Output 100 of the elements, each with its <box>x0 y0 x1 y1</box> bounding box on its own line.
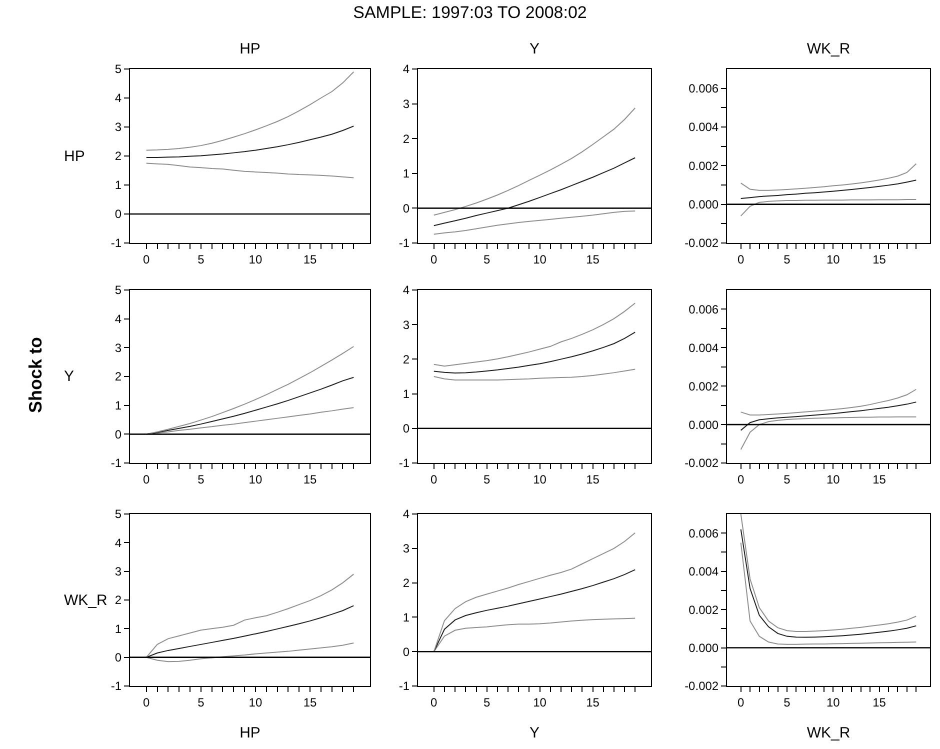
y-tick-label: 0 <box>402 644 410 659</box>
y-tick-label: -0.002 <box>684 679 719 694</box>
text: SAMPLE: 1997:03 TO 2008:02 <box>352 3 588 23</box>
x-tick-label: 10 <box>248 472 262 486</box>
y-tick-label: 5 <box>114 62 122 76</box>
y-tick-label: 4 <box>114 312 122 326</box>
x-tick-label: 0 <box>737 252 744 266</box>
y-tick-label: 3 <box>402 97 410 111</box>
y-tick-label: 2 <box>114 149 122 164</box>
x-tick-label: 5 <box>483 472 490 486</box>
y-tick-label: 5 <box>114 507 122 522</box>
y-tick-label: 0.006 <box>688 82 719 96</box>
y-tick-label: 5 <box>114 283 122 298</box>
line-series <box>433 302 636 367</box>
y-tick-label: 3 <box>402 318 410 332</box>
y-tick-label: -1 <box>398 456 410 470</box>
x-tick-label: 10 <box>826 252 840 266</box>
y-tick-label: -1 <box>110 679 122 694</box>
y-tick-label: 4 <box>402 62 410 76</box>
x-axis-title: Y <box>529 724 540 742</box>
y-tick-label: 0 <box>114 650 122 665</box>
x-tick-label: 10 <box>248 695 262 710</box>
y-tick-label: -0.002 <box>684 236 719 250</box>
y-tick-label: 2 <box>402 132 410 146</box>
line-series <box>433 107 636 216</box>
y-tick-label: 0.002 <box>688 158 719 173</box>
x-tick-label: 5 <box>784 695 791 710</box>
y-tick-label: 0.000 <box>688 640 719 655</box>
y-tick-label: 3 <box>114 120 122 134</box>
x-tick-label: 5 <box>483 252 490 266</box>
line-series <box>740 542 917 645</box>
chart-title: WK_R <box>806 40 850 58</box>
x-tick-label: 5 <box>784 472 791 486</box>
text: Shock to <box>26 336 46 414</box>
x-tick-label: 0 <box>430 472 438 486</box>
x-tick-label: 10 <box>533 695 547 710</box>
y-tick-label: 4 <box>402 283 410 298</box>
y-tick-label: 2 <box>114 370 122 384</box>
y-tick-label: 0 <box>114 427 122 442</box>
y-tick-label: 0.000 <box>688 198 719 212</box>
line-series <box>740 163 917 191</box>
y-tick-label: 1 <box>114 622 122 636</box>
y-tick-label: 0.000 <box>688 418 719 432</box>
x-tick-label: 10 <box>248 252 262 266</box>
x-tick-label: 15 <box>303 695 317 710</box>
line-series <box>740 416 917 450</box>
y-tick-label: -1 <box>398 236 410 250</box>
y-axis-title: WK_R <box>64 592 108 609</box>
y-tick-label: 1 <box>114 398 122 413</box>
y-tick-label: 2 <box>114 593 122 608</box>
line-series <box>146 605 354 658</box>
x-tick-label: 5 <box>198 252 205 266</box>
y-tick-label: 1 <box>402 166 410 181</box>
line-series <box>146 71 354 151</box>
x-tick-label: 15 <box>303 252 317 266</box>
x-tick-label: 5 <box>198 695 205 710</box>
y-tick-label: 1 <box>114 178 122 192</box>
x-tick-label: 0 <box>737 472 744 486</box>
y-tick-label: 4 <box>114 91 122 106</box>
x-tick-label: 10 <box>826 472 840 486</box>
x-tick-label: 15 <box>586 695 600 710</box>
line-series <box>740 199 917 216</box>
line-series <box>740 388 917 416</box>
y-tick-label: 4 <box>114 536 122 550</box>
x-tick-label: 15 <box>872 252 886 266</box>
line-series <box>146 126 354 158</box>
y-tick-label: 0.002 <box>688 379 719 394</box>
line-series <box>740 402 917 431</box>
y-tick-label: 0 <box>402 201 410 216</box>
y-tick-label: 0.004 <box>688 340 719 355</box>
line-series <box>433 368 636 380</box>
y-tick-label: 2 <box>402 576 410 590</box>
x-tick-label: 0 <box>430 252 438 266</box>
x-tick-label: 10 <box>826 695 840 710</box>
y-tick-label: 3 <box>114 340 122 355</box>
y-tick-label: 0 <box>114 207 122 222</box>
x-tick-label: 15 <box>586 252 600 266</box>
x-tick-label: 0 <box>143 472 150 486</box>
chart-title: HP <box>240 40 260 58</box>
y-tick-label: 2 <box>402 352 410 366</box>
x-tick-label: 10 <box>533 472 547 486</box>
x-tick-label: 5 <box>784 252 791 266</box>
y-tick-label: 3 <box>114 564 122 579</box>
x-tick-label: 15 <box>872 695 886 710</box>
y-tick-label: -0.002 <box>684 456 719 470</box>
x-tick-label: 0 <box>143 252 150 266</box>
line-series <box>433 210 636 235</box>
x-tick-label: 0 <box>430 695 438 710</box>
y-tick-label: 0.004 <box>688 564 719 579</box>
y-axis-title: HP <box>64 148 85 165</box>
y-tick-label: 4 <box>402 507 410 522</box>
x-tick-label: 15 <box>303 472 317 486</box>
y-tick-label: -1 <box>398 679 410 694</box>
y-tick-label: 0 <box>402 422 410 436</box>
x-tick-label: 5 <box>483 695 490 710</box>
y-tick-label: 1 <box>402 610 410 624</box>
x-axis-title: HP <box>240 724 260 742</box>
y-axis-title: Y <box>64 368 74 385</box>
y-tick-label: 1 <box>402 387 410 401</box>
x-tick-label: 15 <box>872 472 886 486</box>
